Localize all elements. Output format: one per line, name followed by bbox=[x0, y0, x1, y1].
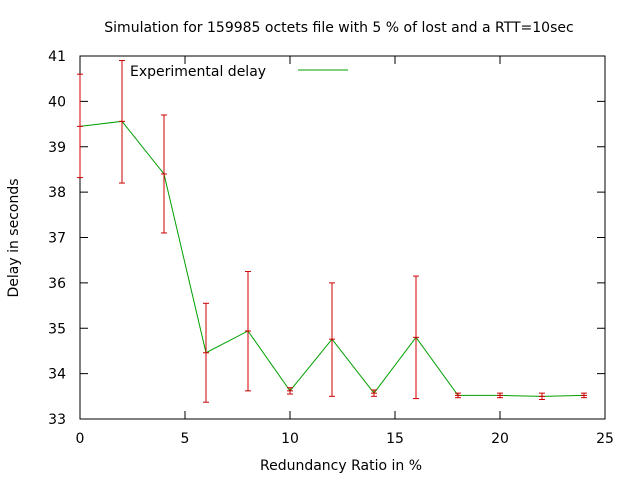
y-axis-label: Delay in seconds bbox=[6, 178, 22, 297]
x-tick-label: 0 bbox=[76, 431, 85, 447]
y-tick-label: 34 bbox=[48, 367, 66, 383]
y-tick-label: 33 bbox=[48, 412, 66, 428]
errorbar-layer bbox=[77, 60, 587, 403]
plot-border bbox=[79, 55, 606, 420]
y-tick-label: 40 bbox=[48, 94, 66, 110]
y-tick-label: 35 bbox=[48, 321, 66, 337]
chart-title: Simulation for 159985 octets file with 5… bbox=[104, 20, 573, 36]
y-tick-label: 39 bbox=[48, 140, 66, 156]
x-tick-label: 20 bbox=[491, 431, 509, 447]
x-axis-label: Redundancy Ratio in % bbox=[260, 458, 422, 474]
y-tick-label: 36 bbox=[48, 276, 66, 292]
x-tick-label: 10 bbox=[281, 431, 299, 447]
axis-tick-labels: 0 5 10 15 20 25 33 34 35 36 37 38 39 40 41 bbox=[48, 49, 614, 447]
legend: Experimental delay bbox=[130, 64, 348, 80]
plot-frame bbox=[79, 55, 606, 420]
legend-label: Experimental delay bbox=[130, 64, 266, 80]
x-tick-label: 25 bbox=[596, 431, 614, 447]
axis-ticks bbox=[79, 55, 606, 420]
y-tick-label: 38 bbox=[48, 185, 66, 201]
x-tick-label: 15 bbox=[386, 431, 404, 447]
x-tick-label: 5 bbox=[181, 431, 190, 447]
y-tick-label: 37 bbox=[48, 231, 66, 247]
y-tick-label: 41 bbox=[48, 49, 66, 65]
